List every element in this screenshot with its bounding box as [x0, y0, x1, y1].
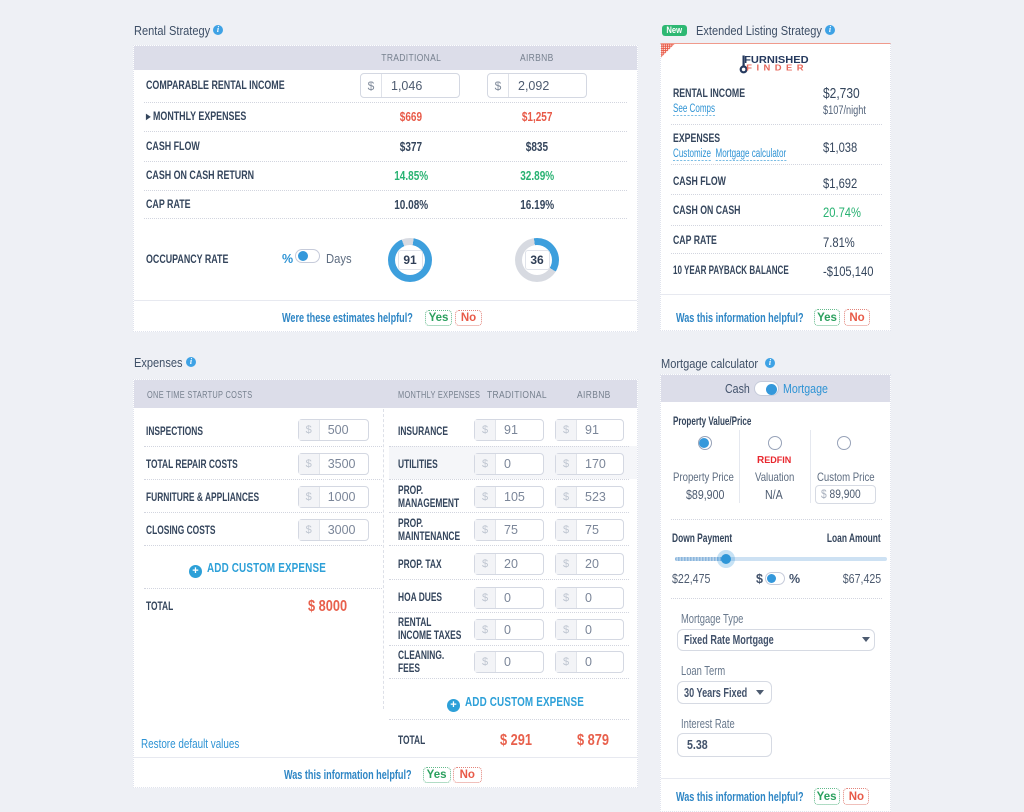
svg-text:FURNISHED: FURNISHED [744, 54, 809, 66]
svg-text:FINDER: FINDER [746, 63, 808, 73]
